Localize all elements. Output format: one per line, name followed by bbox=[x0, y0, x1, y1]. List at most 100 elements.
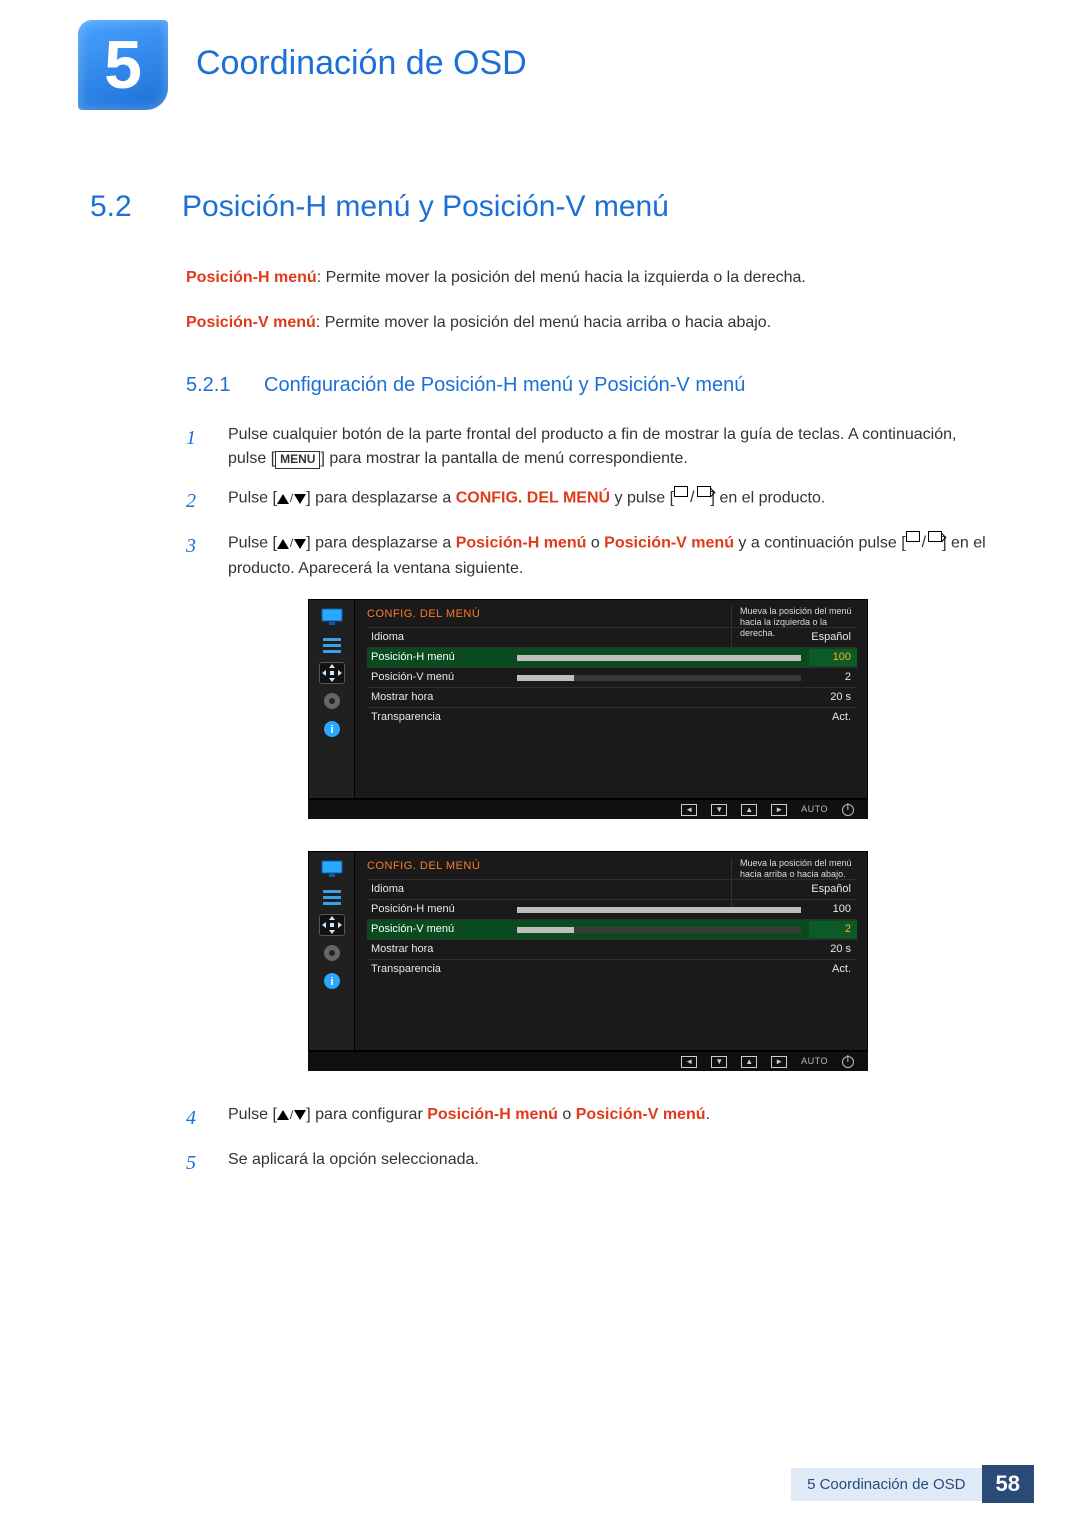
footer-text: 5 Coordinación de OSD bbox=[791, 1468, 981, 1501]
osd-value: 20 s bbox=[809, 941, 857, 958]
step1-b: ] para mostrar la pantalla de menú corre… bbox=[320, 450, 687, 467]
osd-sidebar: i bbox=[309, 600, 355, 798]
osd-row-posv-selected: Posición-V menú 2 bbox=[367, 919, 857, 939]
move-icon bbox=[319, 662, 345, 684]
up-icon: ▲ bbox=[741, 1056, 757, 1068]
osd-tip: Mueva la posición del menú hacia la izqu… bbox=[731, 606, 859, 654]
osd-label: Mostrar hora bbox=[367, 689, 517, 706]
osd-tip: Mueva la posición del menú hacia arriba … bbox=[731, 858, 859, 906]
chapter-title: Coordinación de OSD bbox=[196, 44, 527, 83]
right-icon: ► bbox=[771, 804, 787, 816]
osd-label: Transparencia bbox=[367, 709, 517, 726]
osd-main: CONFIG. DEL MENÚ Mueva la posición del m… bbox=[355, 852, 867, 1050]
osd-label: Posición-H menú bbox=[367, 901, 517, 918]
osd-label: Posición-V menú bbox=[367, 921, 517, 938]
osd-row-trans: Transparencia Act. bbox=[367, 707, 857, 727]
osd-row-trans: Transparencia Act. bbox=[367, 959, 857, 979]
section-heading: 5.2 Posición-H menú y Posición-V menú bbox=[90, 190, 990, 224]
step4-t2: Posición-V menú bbox=[576, 1106, 706, 1123]
step5-text: Se aplicará la opción seleccionada. bbox=[228, 1148, 990, 1179]
intro-block: Posición-H menú: Permite mover la posici… bbox=[186, 266, 990, 1179]
up-down-icon: / bbox=[277, 1106, 306, 1125]
osd-screenshot-v: i CONFIG. DEL MENÚ Mueva la posición del… bbox=[308, 851, 868, 1071]
step3-b: ] para desplazarse a bbox=[306, 535, 455, 552]
step2-b: ] para desplazarse a bbox=[306, 490, 455, 507]
subsection-title: Configuración de Posición-H menú y Posic… bbox=[264, 370, 745, 401]
auto-label: AUTO bbox=[801, 803, 828, 817]
step3-a: Pulse [ bbox=[228, 535, 277, 552]
svg-text:i: i bbox=[330, 976, 333, 988]
step2-a: Pulse [ bbox=[228, 490, 277, 507]
svg-text:i: i bbox=[330, 724, 333, 736]
move-icon bbox=[319, 914, 345, 936]
step-number: 4 bbox=[186, 1103, 210, 1134]
osd-sidebar: i bbox=[309, 852, 355, 1050]
intro-h-text: : Permite mover la posición del menú hac… bbox=[317, 269, 806, 286]
osd-value: Act. bbox=[809, 961, 857, 978]
osd-row-mostrar: Mostrar hora 20 s bbox=[367, 687, 857, 707]
osd-panel: i CONFIG. DEL MENÚ Mueva la posición del… bbox=[308, 599, 868, 799]
gear-icon bbox=[319, 942, 345, 964]
info-icon: i bbox=[319, 970, 345, 992]
enter-icon: / bbox=[906, 531, 942, 556]
osd-screenshot-h: i CONFIG. DEL MENÚ Mueva la posición del… bbox=[308, 599, 868, 819]
steps-list-cont: 4 Pulse [/] para configurar Posición-H m… bbox=[186, 1103, 990, 1179]
osd-slider bbox=[517, 927, 801, 933]
power-icon bbox=[842, 1056, 854, 1068]
step2-target: CONFIG. DEL MENÚ bbox=[456, 490, 610, 507]
step-2: 2 Pulse [/] para desplazarse a CONFIG. D… bbox=[186, 486, 990, 517]
down-icon: ▼ bbox=[711, 804, 727, 816]
osd-row-posv: Posición-V menú 2 bbox=[367, 667, 857, 687]
intro-h: Posición-H menú: Permite mover la posici… bbox=[186, 266, 990, 291]
osd-panel: i CONFIG. DEL MENÚ Mueva la posición del… bbox=[308, 851, 868, 1051]
osd-value: 20 s bbox=[809, 689, 857, 706]
step-1: 1 Pulse cualquier botón de la parte fron… bbox=[186, 423, 990, 473]
osd-label: Posición-V menú bbox=[367, 669, 517, 686]
step-5: 5 Se aplicará la opción seleccionada. bbox=[186, 1148, 990, 1179]
gear-icon bbox=[319, 690, 345, 712]
step-number: 2 bbox=[186, 486, 210, 517]
menu-key: MENU bbox=[275, 451, 320, 469]
enter-icon: / bbox=[674, 486, 710, 511]
osd-bottombar: ◄ ▼ ▲ ► AUTO bbox=[308, 1051, 868, 1071]
step4-t1: Posición-H menú bbox=[427, 1106, 558, 1123]
osd-main: CONFIG. DEL MENÚ Mueva la posición del m… bbox=[355, 600, 867, 798]
osd-label: Mostrar hora bbox=[367, 941, 517, 958]
subsection-number: 5.2.1 bbox=[186, 370, 246, 401]
step3-or: o bbox=[586, 535, 604, 552]
osd-label: Idioma bbox=[367, 881, 517, 898]
step-number: 3 bbox=[186, 531, 210, 581]
osd-slider bbox=[517, 907, 801, 913]
step-3: 3 Pulse [/] para desplazarse a Posición-… bbox=[186, 531, 990, 581]
step2-c: y pulse [ bbox=[610, 490, 674, 507]
section-number: 5.2 bbox=[90, 190, 160, 224]
step3-t1: Posición-H menú bbox=[456, 535, 587, 552]
intro-v-label: Posición-V menú bbox=[186, 314, 316, 331]
osd-label: Idioma bbox=[367, 629, 517, 646]
step4-a: Pulse [ bbox=[228, 1106, 277, 1123]
step4-c: . bbox=[706, 1106, 710, 1123]
osd-bottombar: ◄ ▼ ▲ ► AUTO bbox=[308, 799, 868, 819]
chapter-number-badge: 5 bbox=[78, 20, 168, 110]
intro-v-text: : Permite mover la posición del menú hac… bbox=[316, 314, 771, 331]
osd-row-mostrar: Mostrar hora 20 s bbox=[367, 939, 857, 959]
osd-label: Transparencia bbox=[367, 961, 517, 978]
step3-t2: Posición-V menú bbox=[604, 535, 734, 552]
step3-c: y a continuación pulse [ bbox=[734, 535, 906, 552]
step-number: 5 bbox=[186, 1148, 210, 1179]
right-icon: ► bbox=[771, 1056, 787, 1068]
osd-slider bbox=[517, 655, 801, 661]
footer-page: 58 bbox=[982, 1465, 1034, 1503]
osd-value: 2 bbox=[809, 669, 857, 686]
intro-h-label: Posición-H menú bbox=[186, 269, 317, 286]
up-down-icon: / bbox=[277, 534, 306, 553]
up-down-icon: / bbox=[277, 489, 306, 508]
osd-value: Act. bbox=[809, 709, 857, 726]
osd-label: Posición-H menú bbox=[367, 649, 517, 666]
left-icon: ◄ bbox=[681, 804, 697, 816]
monitor-icon bbox=[319, 858, 345, 880]
step2-d: ] en el producto. bbox=[711, 490, 826, 507]
list-icon bbox=[319, 634, 345, 656]
down-icon: ▼ bbox=[711, 1056, 727, 1068]
subsection-heading: 5.2.1 Configuración de Posición-H menú y… bbox=[186, 370, 990, 401]
